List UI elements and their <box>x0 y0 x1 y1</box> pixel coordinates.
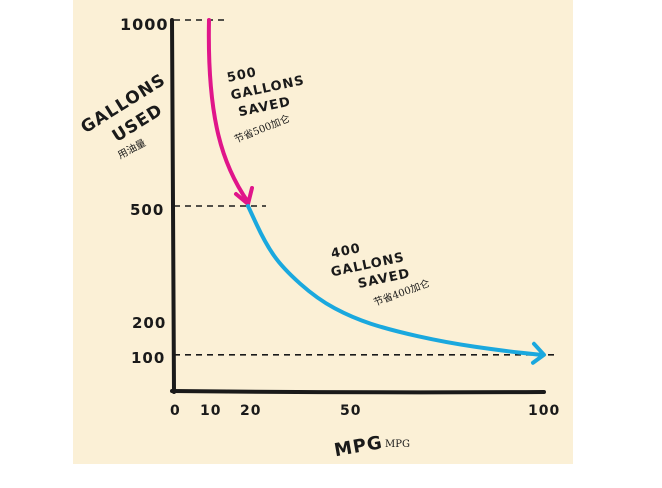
x-tick-label-50: 50 <box>340 403 361 419</box>
x-axis-label: MPG <box>333 432 385 461</box>
x-tick-labels: 0 10 20 50 100 <box>170 403 560 419</box>
x-axis <box>170 389 546 395</box>
annotation-400-line1: 400 <box>330 241 363 262</box>
x-tick-label-20: 20 <box>240 403 261 419</box>
series-2-line <box>246 204 542 357</box>
reference-lines <box>174 19 556 356</box>
annotation-400-saved: 400 GALLONS SAVED <box>330 241 412 292</box>
x-axis-label-secondary: MPG <box>385 439 410 450</box>
series-1-line <box>206 18 250 204</box>
x-tick-label-0: 0 <box>170 403 181 419</box>
chart-frame <box>73 0 573 464</box>
y-axis <box>170 18 176 394</box>
series-2-arrowhead <box>531 341 546 365</box>
x-tick-label-10: 10 <box>200 403 221 419</box>
y-tick-label-500: 500 <box>130 201 164 219</box>
y-tick-labels: 1000 500 200 100 <box>120 15 169 367</box>
annotation-500-line1: 500 <box>226 65 259 86</box>
x-tick-label-100: 100 <box>528 403 560 419</box>
annotation-500-saved: 500 GALLONS SAVED <box>226 65 306 120</box>
y-tick-label-100: 100 <box>131 349 165 367</box>
y-tick-label-200: 200 <box>132 314 166 332</box>
series-group <box>206 18 546 365</box>
x-axis-label-group: MPG <box>333 432 385 461</box>
y-tick-label-1000: 1000 <box>120 15 169 34</box>
